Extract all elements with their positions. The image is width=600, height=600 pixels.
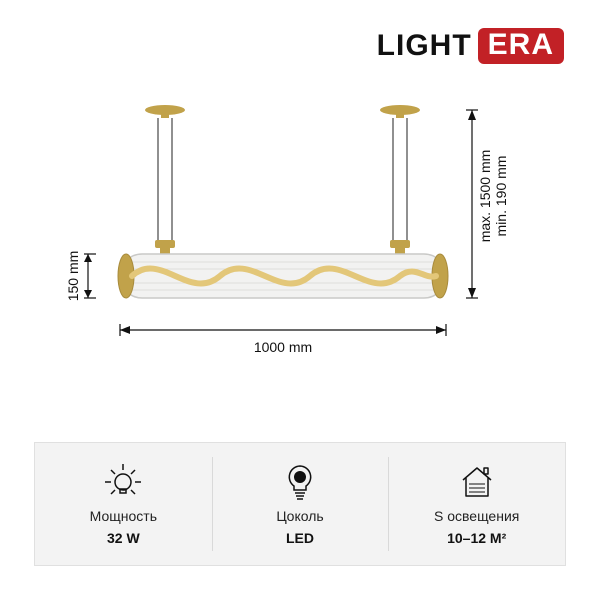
spec-area: S освещения 10–12 М² [388,443,565,565]
hanger-right [390,240,410,254]
dim-width: 1000 mm [120,324,446,355]
spec-label: Цоколь [276,508,323,524]
logo-right-box: ERA [478,28,564,64]
spec-label: Мощность [90,508,157,524]
spec-label: S освещения [434,508,519,524]
ceiling-mount-left [145,105,185,118]
spec-socket: Цоколь LED [212,443,389,565]
svg-text:150 mm: 150 mm [65,251,81,302]
bulb-icon [280,462,320,502]
spec-value: 10–12 М² [447,530,506,546]
product-diagram: 150 mm 1000 mm max. 1500 mm min. 190 mm [0,80,600,400]
spec-power: Мощность 32 W [35,443,212,565]
spec-value: 32 W [107,530,140,546]
logo-right: ERA [488,28,554,61]
logo-left: LIGHT [377,29,472,63]
dim-body-height: 150 mm [65,251,96,302]
svg-text:max. 1500 mm: max. 1500 mm [477,150,493,243]
brand-logo: LIGHT ERA [377,28,564,64]
spec-value: LED [286,530,314,546]
ceiling-mount-right [380,105,420,118]
house-icon [457,462,497,502]
svg-text:1000 mm: 1000 mm [254,339,312,355]
hanger-left [155,240,175,254]
svg-text:min. 190 mm: min. 190 mm [493,156,509,237]
specs-panel: Мощность 32 W Цоколь LED [34,442,566,566]
dim-overall-height: max. 1500 mm min. 190 mm [466,110,509,298]
sun-bulb-icon [103,462,143,502]
